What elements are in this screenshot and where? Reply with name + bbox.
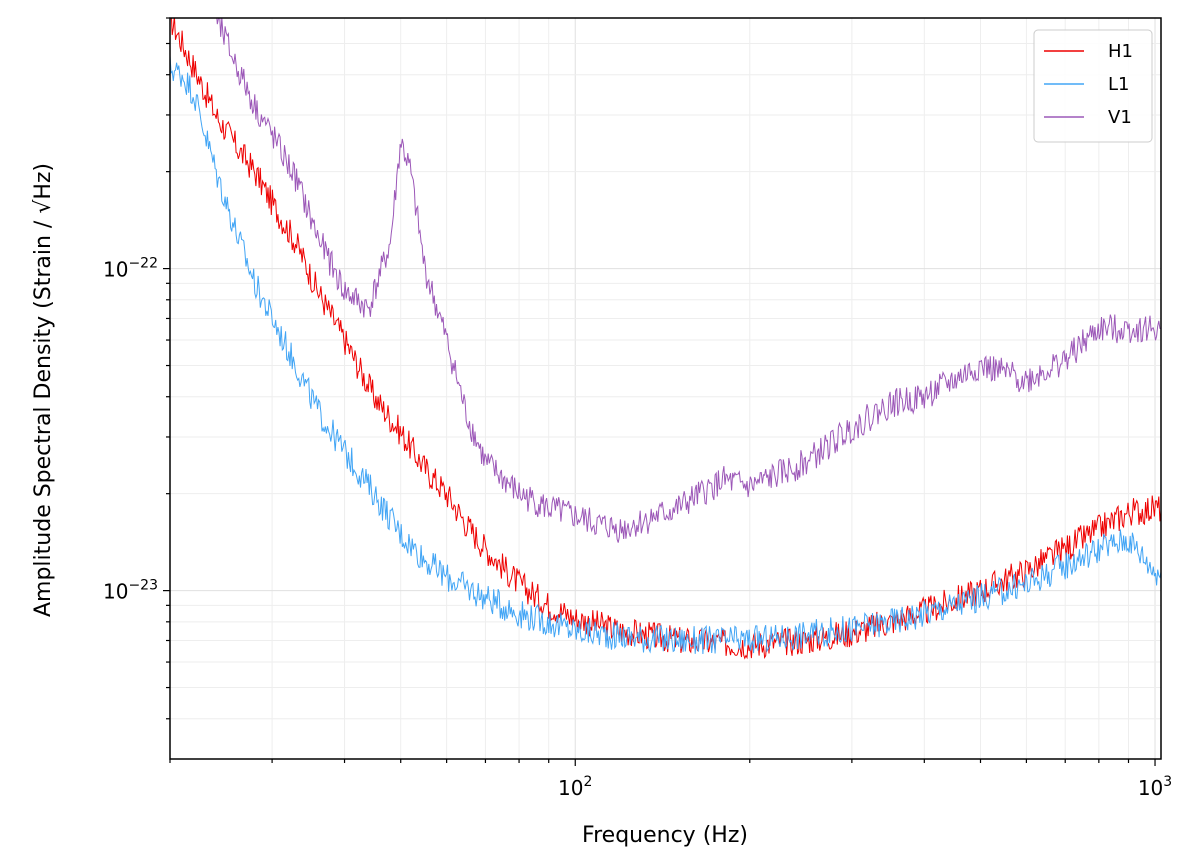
y-tick-label: 10−22 — [103, 256, 158, 282]
legend-label-v1: V1 — [1108, 107, 1132, 128]
x-tick-label: 103 — [1138, 774, 1172, 800]
axis-ticks: 102 103 10−23 10−22 — [103, 17, 1172, 800]
legend-label-l1: L1 — [1108, 74, 1129, 95]
plot-frame — [169, 17, 1162, 760]
x-axis-title: Frequency (Hz) — [582, 823, 748, 848]
y-tick-label: 10−23 — [103, 578, 158, 604]
series-lines — [170, 18, 1161, 660]
legend-label-h1: H1 — [1108, 41, 1133, 62]
series-line-v1 — [216, 18, 1161, 543]
series-line-l1 — [170, 55, 1161, 655]
legend: H1 L1 V1 — [1033, 29, 1153, 143]
legend-box — [1033, 29, 1153, 143]
y-axis-title: Amplitude Spectral Density (Strain / √Hz… — [31, 163, 56, 617]
x-tick-label: 102 — [558, 774, 592, 800]
